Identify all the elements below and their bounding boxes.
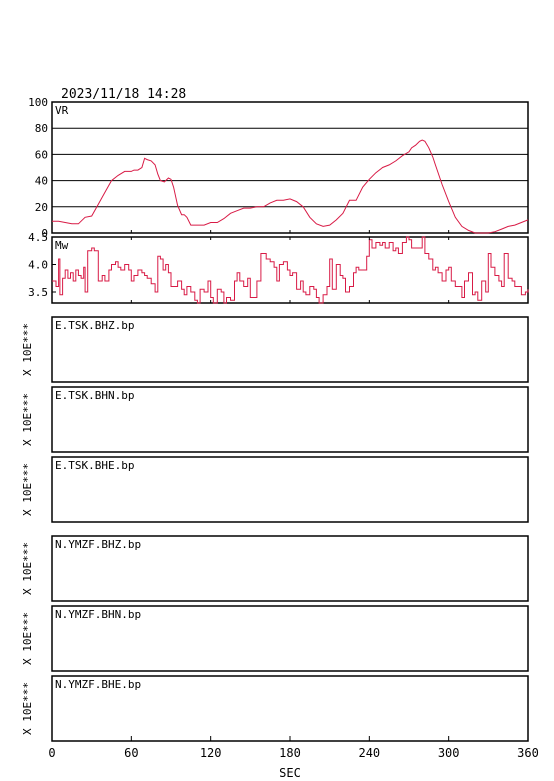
mw-series-line (52, 236, 529, 304)
trace-frame (51, 316, 529, 383)
trace-panel: N.YMZF.BHE.bp X 10E*** (21, 675, 529, 742)
trace-name: E.TSK.BHE.bp (55, 459, 134, 472)
x-tick-label: 180 (279, 746, 301, 760)
trace-scale-label: X 10E*** (21, 463, 34, 516)
mw-label: Mw (55, 239, 69, 252)
vr-frame (51, 101, 529, 234)
vr-y-tick-label: 20 (35, 201, 48, 214)
vr-y-tick-label: 80 (35, 122, 48, 135)
vr-panel: 100 80 60 40 20 0 VR (28, 96, 529, 240)
trace-panel: E.TSK.BHN.bp X 10E*** (21, 386, 529, 453)
trace-frame (51, 456, 529, 523)
mw-y-tick-label: 4.5 (28, 231, 48, 244)
vr-series-line (52, 139, 529, 234)
trace-name: E.TSK.BHZ.bp (55, 319, 134, 332)
x-tick-label: 360 (517, 746, 539, 760)
trace-frame (51, 535, 529, 602)
mw-panel: 4.5 4.0 3.5 Mw (28, 231, 529, 304)
vr-gridlines (52, 127, 528, 208)
mw-y-tick-label: 3.5 (28, 286, 48, 299)
vr-y-tick-label: 0 (41, 227, 48, 240)
trace-scale-label: X 10E*** (21, 542, 34, 595)
vr-label: VR (55, 104, 69, 117)
vr-y-ticks: 100 80 60 40 20 0 (28, 96, 48, 240)
x-tick-label: 240 (358, 746, 380, 760)
x-axis: 0 60 120 180 240 300 360 (48, 230, 539, 760)
trace-name: N.YMZF.BHZ.bp (55, 538, 141, 551)
x-tick-label: 300 (438, 746, 460, 760)
trace-scale-label: X 10E*** (21, 393, 34, 446)
trace-panel: E.TSK.BHZ.bp X 10E*** (21, 316, 529, 383)
vr-y-tick-label: 40 (35, 175, 48, 188)
trace-scale-label: X 10E*** (21, 682, 34, 735)
trace-name: N.YMZF.BHE.bp (55, 678, 141, 691)
x-tick-label: 0 (48, 746, 55, 760)
trace-panel: E.TSK.BHE.bp X 10E*** (21, 456, 529, 523)
mw-y-tick-label: 4.0 (28, 259, 48, 272)
trace-name: E.TSK.BHN.bp (55, 389, 134, 402)
datetime-label: 2023/11/18 14:28 (61, 87, 186, 102)
x-tick-label: 120 (200, 746, 222, 760)
x-axis-label: SEC (279, 766, 301, 780)
mw-y-ticks: 4.5 4.0 3.5 (28, 231, 56, 299)
trace-panel: N.YMZF.BHZ.bp X 10E*** (21, 535, 529, 602)
trace-scale-label: X 10E*** (21, 323, 34, 376)
trace-frame (51, 605, 529, 672)
trace-name: N.YMZF.BHN.bp (55, 608, 141, 621)
trace-frame (51, 386, 529, 453)
trace-scale-label: X 10E*** (21, 612, 34, 665)
vr-y-tick-label: 100 (28, 96, 48, 109)
vr-y-tick-label: 60 (35, 148, 48, 161)
trace-panel: N.YMZF.BHN.bp X 10E*** (21, 605, 529, 672)
x-tick-label: 60 (124, 746, 138, 760)
waveform-panels: E.TSK.BHZ.bp X 10E*** E.TSK.BHN.bp X 10E***… (21, 316, 529, 742)
